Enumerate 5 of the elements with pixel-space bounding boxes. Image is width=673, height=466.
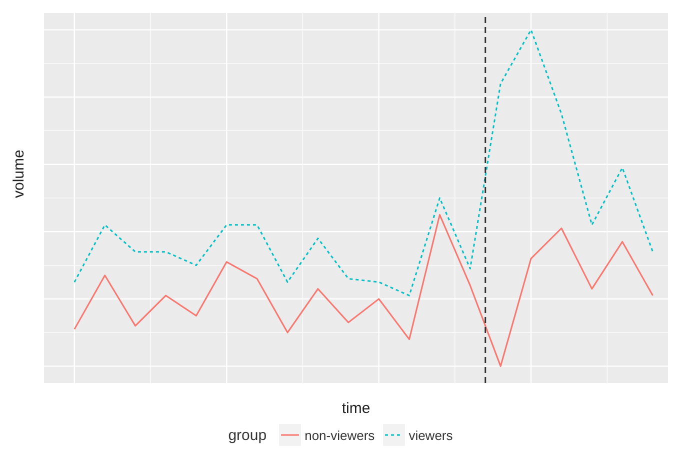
legend-title: group xyxy=(228,426,267,444)
x-axis-title: time xyxy=(342,400,370,417)
legend-label: viewers xyxy=(408,428,453,442)
y-axis-title: volume xyxy=(10,150,28,198)
legend-label: non-viewers xyxy=(304,428,375,442)
